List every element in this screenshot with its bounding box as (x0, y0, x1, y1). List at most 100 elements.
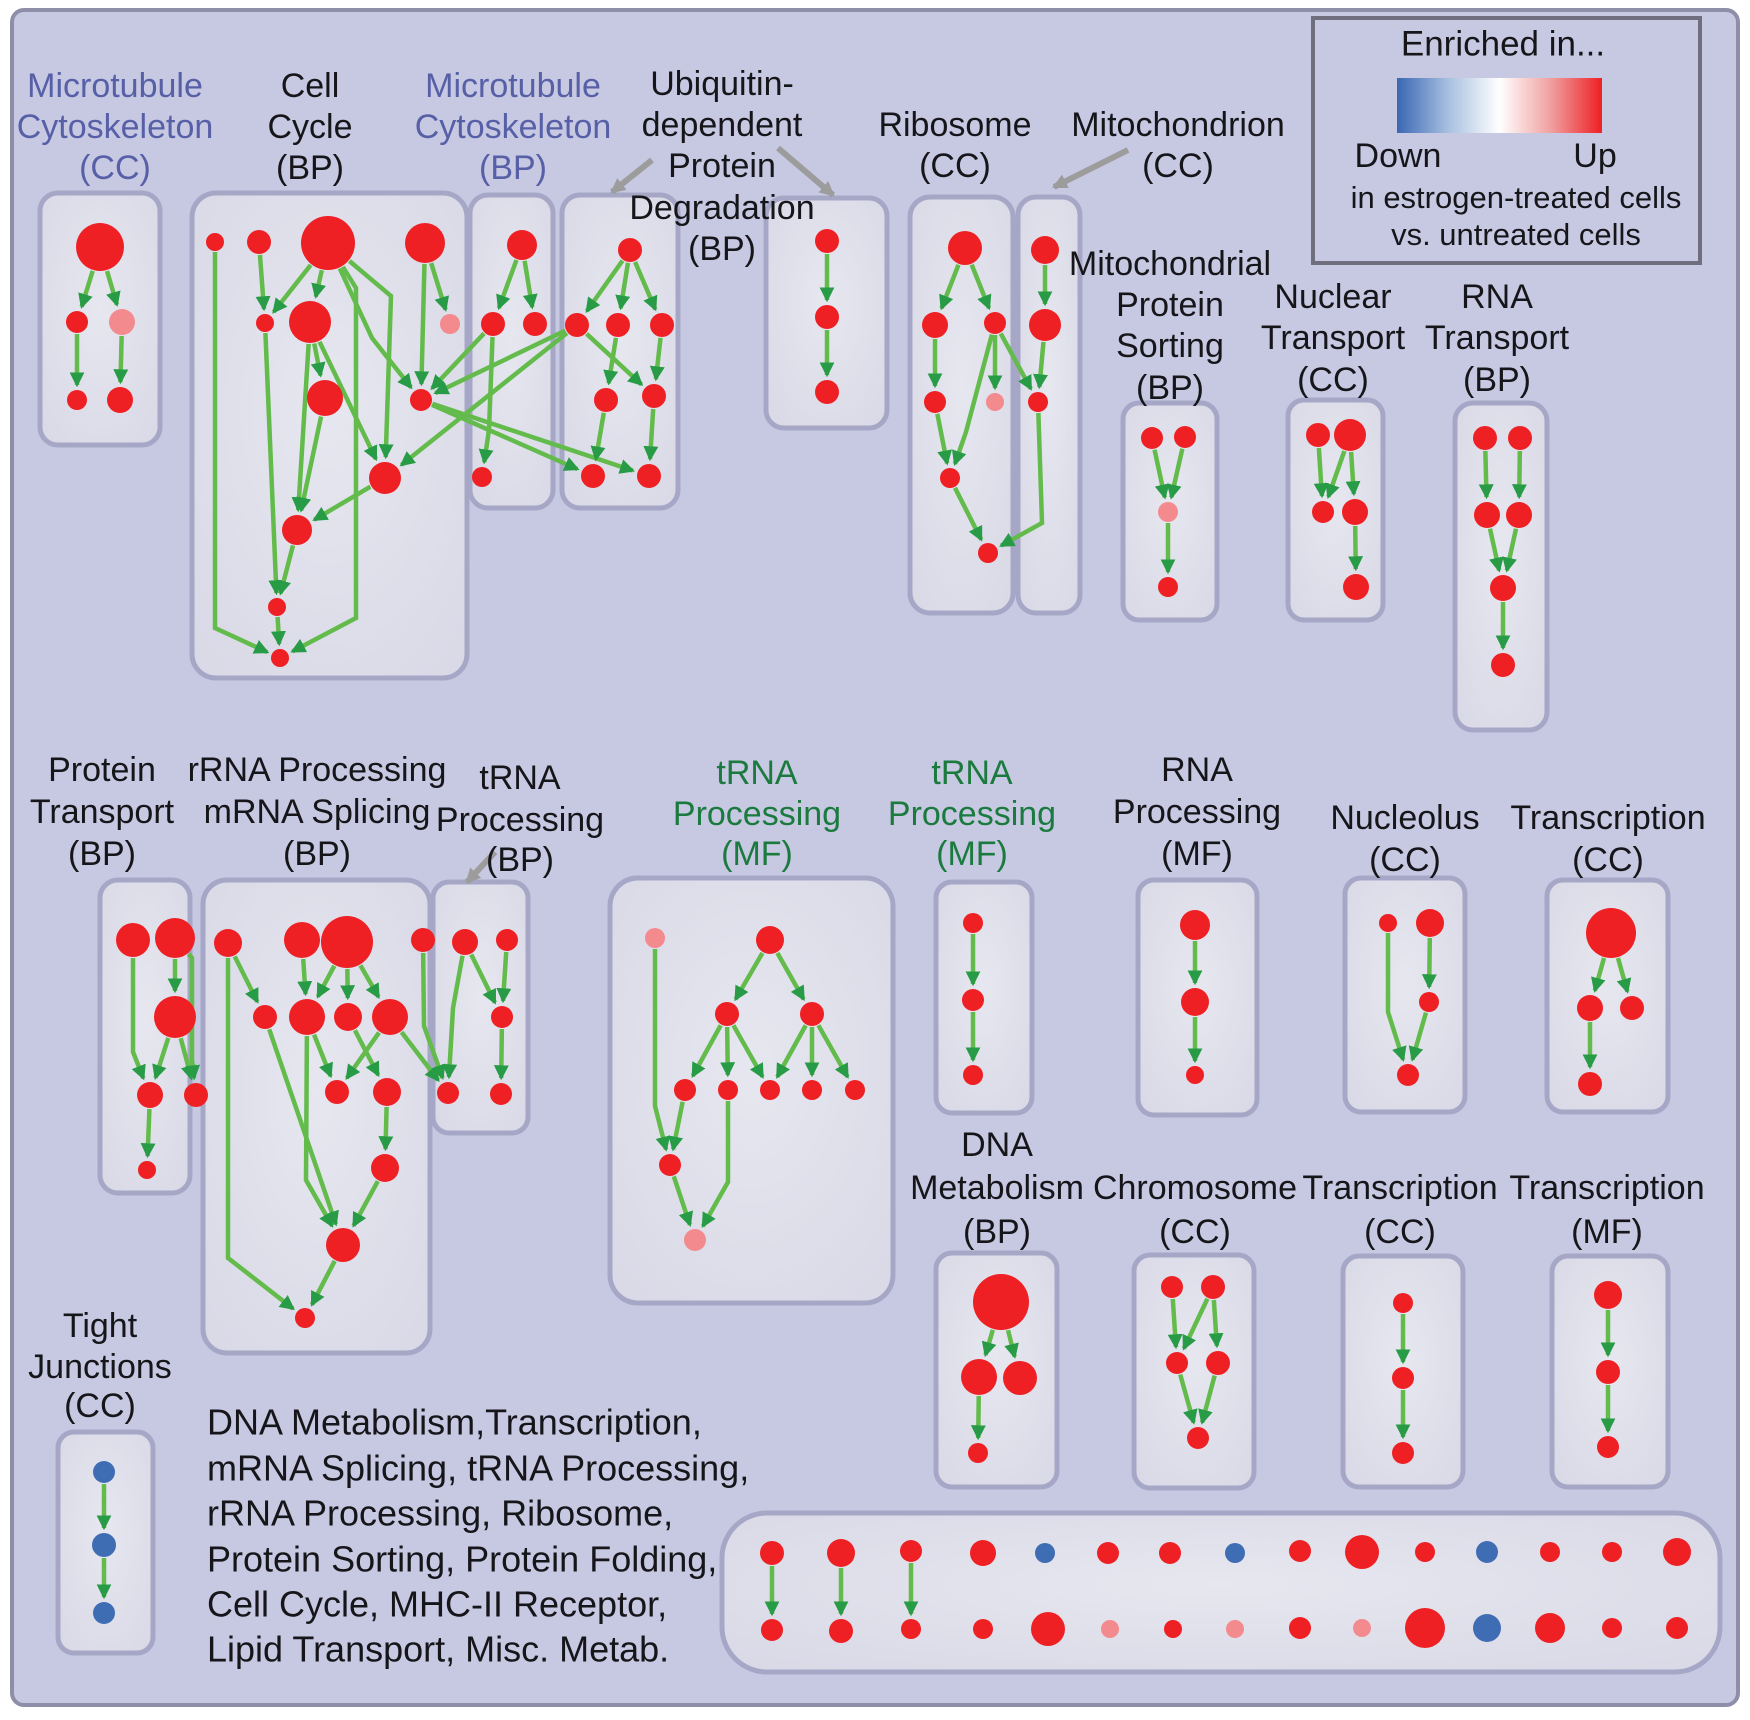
cluster-label-line: Junctions (28, 1348, 172, 1386)
go-term-node (940, 468, 960, 488)
go-term-node (1003, 1361, 1037, 1395)
go-term-node (1225, 1543, 1245, 1563)
cluster-label-line: tRNA (931, 754, 1013, 792)
go-term-node (637, 464, 661, 488)
go-term-node (845, 1080, 865, 1100)
cluster-label-line: Processing (673, 795, 841, 833)
go-term-node (76, 223, 124, 271)
legend-down-label: Down (1355, 137, 1442, 175)
relation-edge (303, 959, 305, 994)
relation-edge (1355, 526, 1356, 569)
go-term-node (472, 467, 492, 487)
go-term-node (922, 312, 948, 338)
go-term-node (325, 1080, 349, 1104)
go-term-node (1289, 1540, 1311, 1562)
go-term-node (326, 1228, 360, 1262)
go-term-node (984, 312, 1006, 334)
go-term-node (137, 1082, 163, 1108)
go-term-node (1206, 1351, 1230, 1375)
go-term-node (1405, 1608, 1445, 1648)
cluster-label-line: Microtubule (27, 67, 203, 105)
go-term-node (1473, 426, 1497, 450)
go-term-node (1474, 502, 1500, 528)
relation-edge (1319, 448, 1322, 496)
go-term-node (1312, 501, 1334, 523)
cluster-box (1455, 403, 1547, 730)
go-term-node (256, 314, 274, 332)
go-term-node (718, 1080, 738, 1100)
go-term-node (961, 1359, 997, 1395)
cluster-label-line: Mitochondrial (1069, 245, 1271, 283)
legend-up-label: Up (1573, 137, 1616, 175)
go-term-node (284, 922, 320, 958)
cluster-label-line: (CC) (1142, 147, 1214, 185)
cluster-label-line: Transcription (1510, 799, 1705, 837)
go-term-node (184, 1083, 208, 1107)
go-term-node (66, 311, 88, 333)
cluster-box (1134, 1255, 1254, 1488)
cluster-label-line: Transcription (1509, 1169, 1704, 1207)
cluster-label-line: Protein (668, 147, 776, 185)
cluster-label-line: (BP) (486, 841, 554, 879)
go-term-node (1578, 1072, 1602, 1096)
relation-edge (978, 1396, 979, 1438)
go-term-node (1181, 988, 1209, 1016)
go-term-node (1180, 910, 1210, 940)
go-term-node (268, 598, 286, 616)
go-term-node (1166, 1352, 1188, 1374)
relation-edge (1351, 452, 1354, 494)
go-term-node (206, 233, 224, 251)
cluster-label-line: (CC) (1297, 361, 1369, 399)
go-term-node (491, 1006, 513, 1028)
cluster-box (722, 1513, 1720, 1672)
go-term-node (138, 1161, 156, 1179)
relation-edge (503, 952, 506, 1001)
cluster-label-line: DNA (961, 1126, 1033, 1164)
go-term-node (214, 929, 242, 957)
go-term-node (815, 380, 839, 404)
go-term-node (1476, 1541, 1498, 1563)
go-term-node (970, 1540, 996, 1566)
go-term-node (581, 464, 605, 488)
relation-edge (1173, 1299, 1176, 1347)
go-term-node (1159, 1542, 1181, 1564)
cluster-label-line: mRNA Splicing (204, 793, 431, 831)
go-term-node (490, 1083, 512, 1105)
cluster-label-line: Cycle (267, 108, 352, 146)
legend-gradient-bar (1397, 78, 1602, 133)
go-term-node (1506, 502, 1532, 528)
go-term-node (289, 301, 331, 343)
go-term-node (1226, 1620, 1244, 1638)
relation-edge (421, 264, 424, 384)
relation-edge (148, 1109, 150, 1156)
go-term-node (900, 1540, 922, 1562)
go-term-node (1419, 992, 1439, 1012)
go-term-node (760, 1541, 784, 1565)
go-term-node (684, 1229, 706, 1251)
go-term-node (618, 238, 642, 262)
cluster-label-line: (BP) (276, 149, 344, 187)
go-term-node (594, 388, 618, 412)
go-term-node (1392, 1367, 1414, 1389)
go-term-node (109, 309, 135, 335)
go-term-node (107, 387, 133, 413)
go-term-node (1666, 1617, 1688, 1639)
go-term-node (1415, 1542, 1435, 1562)
cluster-label-line: Ribosome (878, 106, 1031, 144)
cluster-label-line: RNA (1161, 751, 1233, 789)
cluster-label-line: Metabolism (910, 1169, 1084, 1207)
merged-clusters-text-line: Protein Sorting, Protein Folding, (207, 1539, 717, 1580)
go-term-node (405, 223, 445, 263)
go-term-node (93, 1461, 115, 1483)
cluster-label-line: Tight (63, 1307, 138, 1345)
cluster-label-line: Microtubule (425, 67, 601, 105)
go-term-node (373, 1078, 401, 1106)
cluster-label-line: (CC) (1364, 1213, 1436, 1251)
merged-clusters-text-line: Lipid Transport, Misc. Metab. (207, 1629, 669, 1670)
go-term-node (815, 229, 839, 253)
go-term-node (1174, 426, 1196, 448)
cluster-label-line: rRNA Processing (188, 751, 447, 789)
go-term-node (1101, 1620, 1119, 1638)
go-term-node (372, 999, 408, 1035)
